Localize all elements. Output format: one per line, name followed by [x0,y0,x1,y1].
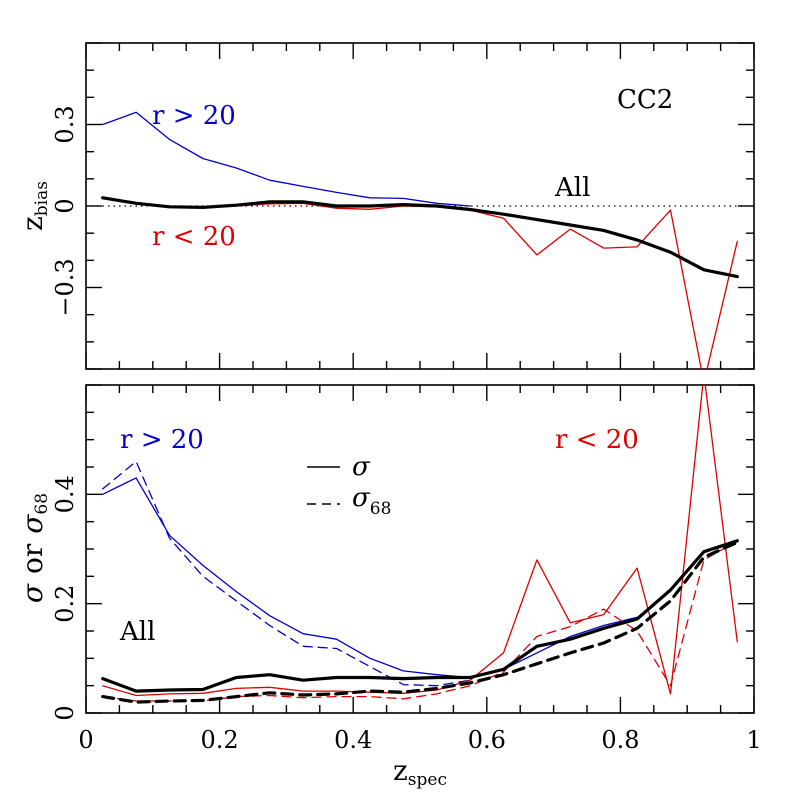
top-y-tick-label: 0.3 [51,105,79,143]
tick-labels: 0 0.2 0.4 0.6 0.8 1 −0.3 0 0.3 0 0.2 0.4 [51,105,762,754]
x-axis-label: zspec [393,754,447,790]
bottom-panel-series [101,385,739,704]
x-tick-label: 0.2 [201,726,239,754]
top-bright-label: r > 20 [152,101,236,131]
bottom-y-axis-label-sigma68: σ [16,514,49,534]
legend-sigma68-label: σ68 [352,483,391,519]
bottom-y-axis-label-or: or [16,543,49,574]
bottom-y-tick-label: 0 [51,705,79,720]
top-y-tick-label: 0 [51,198,79,213]
bottom-all-label: All [119,617,155,647]
top-bright-line [102,111,471,207]
legend-sigma68-symbol: σ [352,483,371,513]
bottom-all-sigma68-line [101,540,739,704]
top-panel-series [101,111,739,369]
top-all-line [101,196,739,279]
bottom-faint-label: r < 20 [555,425,639,455]
legend-sigma68-sub: 68 [370,499,392,519]
x-axis-label-main: z [393,754,408,787]
x-tick-label: 0.8 [601,726,639,754]
top-y-axis-label-sub: bias [32,181,52,216]
top-all-label: All [554,173,590,203]
x-tick-label: 1 [746,726,761,754]
legend-sigma-label: σ [352,452,371,482]
axis-ticks [85,42,755,714]
x-axis-label-sub: spec [408,770,447,790]
x-tick-label: 0 [78,726,93,754]
bottom-bright-sigma-line [102,477,638,679]
bottom-y-axis-label: σorσ68 [16,493,52,603]
bottom-bright-sigma68-line [102,460,471,687]
top-y-axis-label: zbias [16,181,52,231]
bottom-y-axis-label-sigma68-sub: 68 [32,493,52,515]
bottom-bright-label: r > 20 [120,425,204,455]
x-tick-label: 0.4 [334,726,372,754]
top-panel-label: CC2 [617,85,673,115]
bottom-y-tick-label: 0.2 [51,585,79,623]
bottom-faint-sigma68-line [102,540,738,702]
bottom-y-tick-label: 0.4 [51,475,79,513]
top-y-axis-label-main: z [16,216,49,231]
bottom-all-sigma-line [101,539,739,693]
top-y-tick-label: −0.3 [51,258,79,316]
bottom-y-axis-label-sigma: σ [16,583,49,603]
legend: σ σ68 [307,452,391,519]
top-faint-label: r < 20 [152,222,236,252]
x-tick-label: 0.6 [468,726,506,754]
bottom-faint-sigma-line [102,385,738,697]
